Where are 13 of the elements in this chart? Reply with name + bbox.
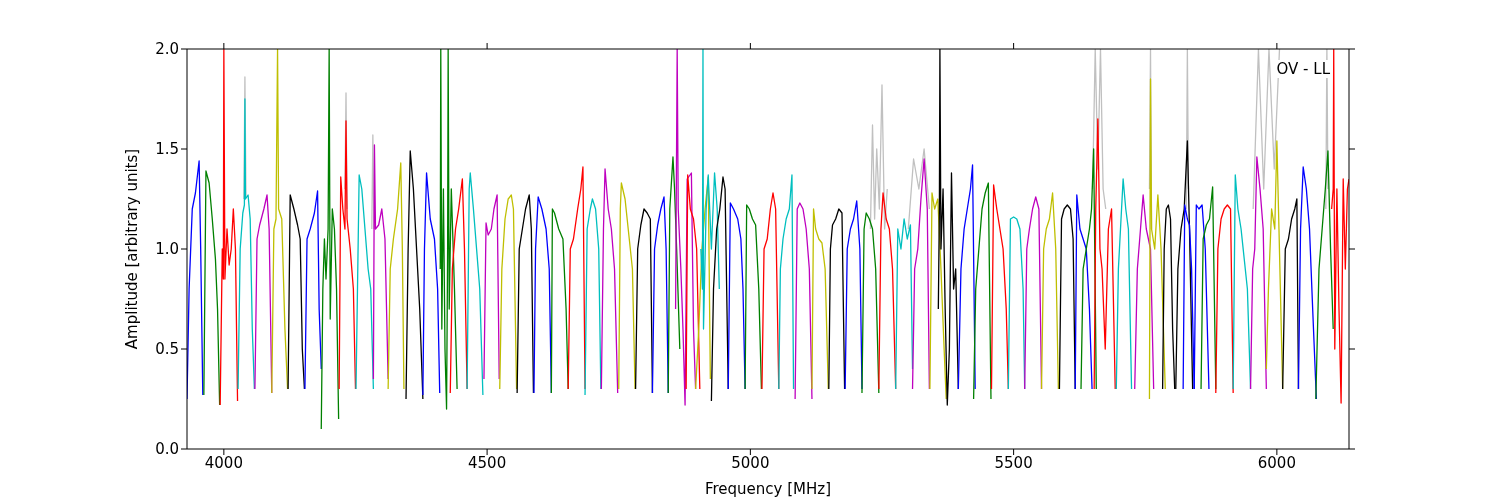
- x-tick-label: 4500: [468, 453, 507, 472]
- x-tick-label: 4000: [204, 453, 243, 472]
- y-tick-label: 1.0: [155, 240, 179, 259]
- y-tick-label: 1.5: [155, 140, 179, 159]
- annotation: OV - LL: [1274, 60, 1332, 78]
- x-axis-title: Frequency [MHz]: [704, 480, 832, 498]
- x-tick-label: 5000: [731, 453, 770, 472]
- y-tick-label: 0.0: [155, 440, 179, 459]
- x-tick-label: 5500: [994, 453, 1033, 472]
- y-axis-title: Amplitude [arbitrary units]: [123, 148, 142, 350]
- x-tick-label: 6000: [1257, 453, 1296, 472]
- y-tick-label: 2.0: [155, 40, 179, 59]
- y-tick-label: 0.5: [155, 340, 179, 359]
